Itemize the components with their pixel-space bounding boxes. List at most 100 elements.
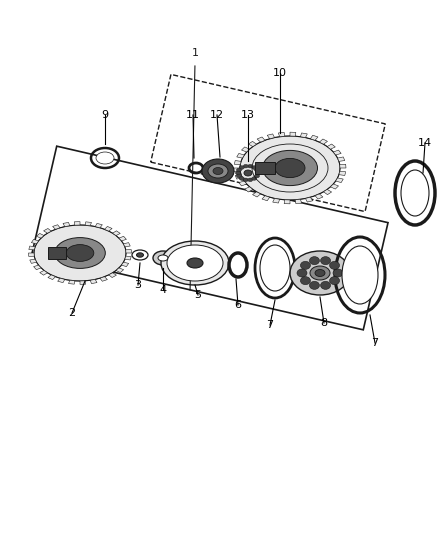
Ellipse shape: [208, 164, 228, 178]
Ellipse shape: [236, 171, 240, 175]
Ellipse shape: [158, 255, 168, 261]
Text: 7: 7: [266, 320, 274, 330]
Ellipse shape: [237, 168, 241, 172]
Ellipse shape: [254, 168, 259, 172]
Polygon shape: [36, 233, 44, 238]
Polygon shape: [32, 239, 39, 244]
Polygon shape: [124, 259, 125, 262]
Polygon shape: [295, 199, 302, 204]
Polygon shape: [119, 265, 121, 268]
Ellipse shape: [213, 167, 223, 174]
Ellipse shape: [333, 269, 343, 277]
Polygon shape: [323, 144, 327, 147]
Polygon shape: [330, 149, 333, 152]
Polygon shape: [48, 247, 66, 259]
Polygon shape: [257, 142, 261, 144]
Ellipse shape: [300, 261, 311, 269]
Ellipse shape: [240, 136, 340, 200]
Polygon shape: [100, 228, 105, 229]
Polygon shape: [245, 187, 253, 192]
Ellipse shape: [321, 256, 331, 265]
Text: 5: 5: [194, 290, 201, 300]
Ellipse shape: [187, 258, 203, 268]
Ellipse shape: [161, 241, 229, 285]
Polygon shape: [34, 265, 41, 270]
Polygon shape: [262, 196, 270, 201]
Ellipse shape: [309, 256, 319, 265]
Polygon shape: [90, 279, 97, 284]
Text: 14: 14: [418, 138, 432, 148]
Polygon shape: [253, 192, 261, 197]
Ellipse shape: [248, 164, 253, 168]
Polygon shape: [95, 223, 102, 228]
Ellipse shape: [153, 251, 173, 265]
Polygon shape: [243, 178, 244, 181]
Ellipse shape: [290, 251, 350, 295]
Polygon shape: [90, 225, 95, 227]
Ellipse shape: [66, 245, 94, 261]
Polygon shape: [105, 227, 112, 231]
Polygon shape: [247, 184, 250, 187]
Ellipse shape: [254, 174, 259, 178]
Ellipse shape: [300, 277, 311, 285]
Ellipse shape: [239, 176, 244, 180]
Ellipse shape: [167, 245, 223, 281]
Polygon shape: [35, 244, 37, 247]
Text: 7: 7: [371, 338, 378, 348]
Polygon shape: [80, 281, 86, 285]
Ellipse shape: [202, 159, 234, 183]
Text: 12: 12: [210, 110, 224, 120]
Polygon shape: [60, 227, 65, 228]
Text: 13: 13: [241, 110, 255, 120]
Polygon shape: [338, 157, 345, 161]
Ellipse shape: [55, 238, 105, 269]
Ellipse shape: [34, 225, 126, 281]
Polygon shape: [41, 268, 44, 270]
Polygon shape: [253, 189, 257, 192]
Ellipse shape: [401, 170, 429, 216]
Polygon shape: [43, 229, 51, 233]
Polygon shape: [273, 198, 279, 203]
Polygon shape: [311, 135, 318, 140]
Polygon shape: [235, 175, 243, 179]
Ellipse shape: [239, 166, 244, 169]
Polygon shape: [340, 164, 346, 168]
Polygon shape: [305, 197, 313, 202]
Polygon shape: [279, 132, 285, 136]
Polygon shape: [105, 275, 109, 277]
Ellipse shape: [297, 269, 307, 277]
Polygon shape: [330, 184, 339, 189]
Ellipse shape: [321, 281, 331, 289]
Polygon shape: [248, 141, 257, 147]
Polygon shape: [121, 262, 129, 266]
Polygon shape: [315, 194, 323, 199]
Polygon shape: [47, 273, 51, 275]
Polygon shape: [300, 198, 305, 199]
Polygon shape: [241, 158, 243, 161]
Text: 9: 9: [102, 110, 109, 120]
Polygon shape: [250, 147, 253, 149]
Ellipse shape: [315, 270, 325, 277]
Ellipse shape: [244, 170, 252, 176]
Ellipse shape: [310, 266, 330, 280]
Ellipse shape: [262, 150, 318, 185]
Polygon shape: [284, 200, 290, 204]
Polygon shape: [311, 196, 315, 197]
Polygon shape: [319, 139, 328, 144]
Polygon shape: [265, 139, 270, 140]
Polygon shape: [28, 253, 34, 256]
Polygon shape: [333, 150, 341, 155]
Polygon shape: [40, 270, 47, 275]
Polygon shape: [323, 189, 332, 195]
Text: 6: 6: [234, 300, 241, 310]
Polygon shape: [234, 168, 240, 172]
Polygon shape: [261, 194, 265, 196]
Ellipse shape: [132, 250, 148, 260]
Polygon shape: [85, 222, 92, 225]
Polygon shape: [68, 280, 75, 284]
Text: 11: 11: [186, 110, 200, 120]
Ellipse shape: [255, 171, 261, 175]
Polygon shape: [30, 259, 37, 263]
Polygon shape: [305, 138, 311, 139]
Ellipse shape: [96, 152, 114, 164]
